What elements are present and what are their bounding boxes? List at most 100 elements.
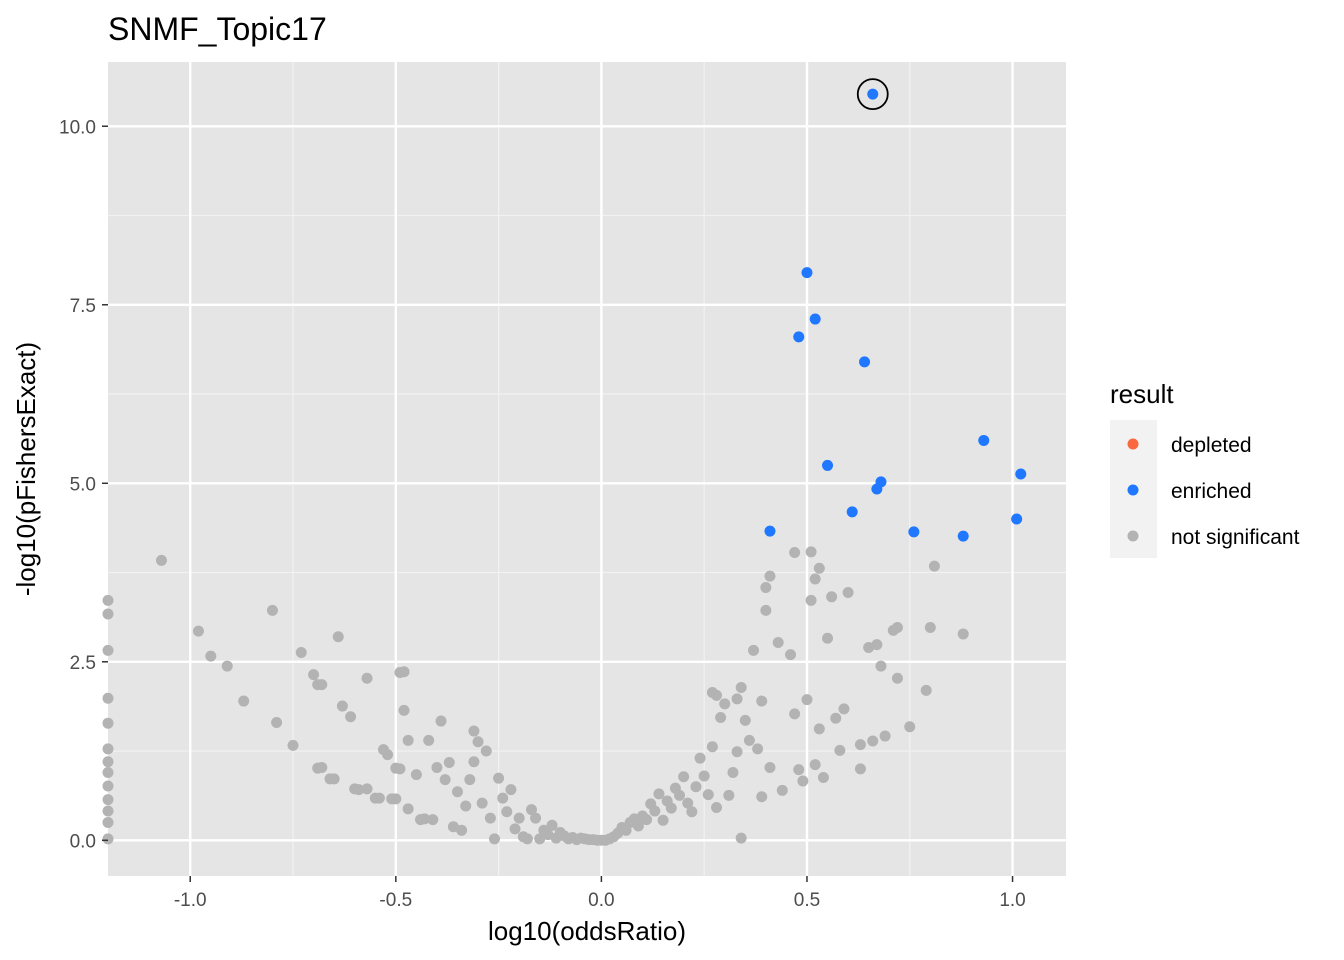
point-not-significant — [390, 793, 402, 805]
point-not-significant — [361, 672, 373, 684]
point-not-significant — [464, 774, 476, 786]
point-not-significant — [102, 644, 114, 656]
point-not-significant — [785, 649, 797, 661]
y-axis-title: -log10(pFishersExact) — [11, 342, 41, 596]
point-not-significant — [789, 708, 801, 720]
point-enriched — [871, 483, 883, 495]
point-not-significant — [928, 560, 940, 572]
point-not-significant — [394, 763, 406, 775]
point-not-significant — [431, 761, 443, 773]
y-tick-label: 0.0 — [70, 831, 96, 852]
point-not-significant — [891, 672, 903, 684]
point-not-significant — [793, 764, 805, 776]
point-not-significant — [476, 797, 488, 809]
point-not-significant — [813, 562, 825, 574]
point-enriched — [867, 88, 879, 100]
point-not-significant — [102, 833, 114, 845]
point-not-significant — [653, 788, 665, 800]
point-not-significant — [102, 794, 114, 806]
point-not-significant — [456, 824, 468, 836]
point-not-significant — [723, 789, 735, 801]
point-not-significant — [484, 812, 496, 824]
point-not-significant — [497, 792, 509, 804]
point-enriched — [1015, 468, 1027, 480]
point-not-significant — [509, 823, 521, 835]
point-not-significant — [308, 669, 320, 681]
point-not-significant — [657, 814, 669, 826]
data-points — [102, 88, 1027, 846]
point-not-significant — [398, 704, 410, 716]
point-not-significant — [957, 628, 969, 640]
point-not-significant — [402, 734, 414, 746]
point-enriched — [801, 267, 813, 279]
point-not-significant — [521, 833, 533, 845]
point-not-significant — [345, 711, 357, 723]
point-not-significant — [641, 814, 653, 826]
point-not-significant — [789, 547, 801, 559]
point-not-significant — [361, 783, 373, 795]
point-enriched — [957, 530, 969, 542]
point-not-significant — [373, 792, 385, 804]
point-not-significant — [649, 805, 661, 817]
point-not-significant — [805, 546, 817, 558]
point-enriched — [764, 525, 776, 537]
point-not-significant — [102, 608, 114, 620]
legend-label-not-significant: not significant — [1171, 526, 1300, 549]
point-not-significant — [102, 780, 114, 792]
point-not-significant — [760, 604, 772, 616]
x-axis-ticks: -1.0 -0.5 0.0 0.5 1.0 — [174, 876, 1026, 911]
point-not-significant — [727, 766, 739, 778]
point-not-significant — [702, 789, 714, 801]
point-not-significant — [192, 625, 204, 637]
point-not-significant — [530, 812, 542, 824]
point-not-significant — [328, 773, 340, 785]
point-not-significant — [809, 573, 821, 585]
point-not-significant — [674, 789, 686, 801]
point-not-significant — [797, 775, 809, 787]
point-not-significant — [817, 771, 829, 783]
point-not-significant — [924, 622, 936, 634]
point-not-significant — [871, 639, 883, 651]
point-not-significant — [760, 582, 772, 594]
point-not-significant — [155, 554, 167, 566]
point-not-significant — [920, 684, 932, 696]
point-not-significant — [809, 759, 821, 771]
point-not-significant — [205, 650, 217, 662]
point-not-significant — [353, 784, 365, 796]
point-enriched — [809, 313, 821, 325]
point-not-significant — [854, 739, 866, 751]
point-not-significant — [505, 784, 517, 796]
legend-label-depleted: depleted — [1171, 434, 1252, 457]
point-not-significant — [764, 761, 776, 773]
point-not-significant — [665, 802, 677, 814]
point-not-significant — [875, 660, 887, 672]
point-not-significant — [854, 763, 866, 775]
point-not-significant — [435, 715, 447, 727]
point-not-significant — [842, 587, 854, 599]
point-not-significant — [756, 791, 768, 803]
point-enriched — [846, 506, 858, 518]
point-not-significant — [501, 806, 513, 818]
legend-key-enriched — [1127, 484, 1139, 496]
point-not-significant — [102, 717, 114, 729]
point-not-significant — [525, 804, 537, 816]
point-not-significant — [698, 770, 710, 782]
point-not-significant — [838, 703, 850, 715]
point-not-significant — [316, 761, 328, 773]
point-not-significant — [891, 622, 903, 634]
point-not-significant — [402, 803, 414, 815]
point-not-significant — [488, 833, 500, 845]
point-not-significant — [879, 730, 891, 742]
point-not-significant — [316, 679, 328, 691]
point-not-significant — [739, 714, 751, 726]
point-not-significant — [493, 772, 505, 784]
point-not-significant — [238, 695, 250, 707]
point-not-significant — [443, 756, 455, 768]
point-not-significant — [867, 735, 879, 747]
point-enriched — [978, 434, 990, 446]
point-not-significant — [102, 805, 114, 817]
point-not-significant — [735, 681, 747, 693]
point-not-significant — [266, 604, 278, 616]
point-not-significant — [427, 814, 439, 826]
point-not-significant — [719, 698, 731, 710]
